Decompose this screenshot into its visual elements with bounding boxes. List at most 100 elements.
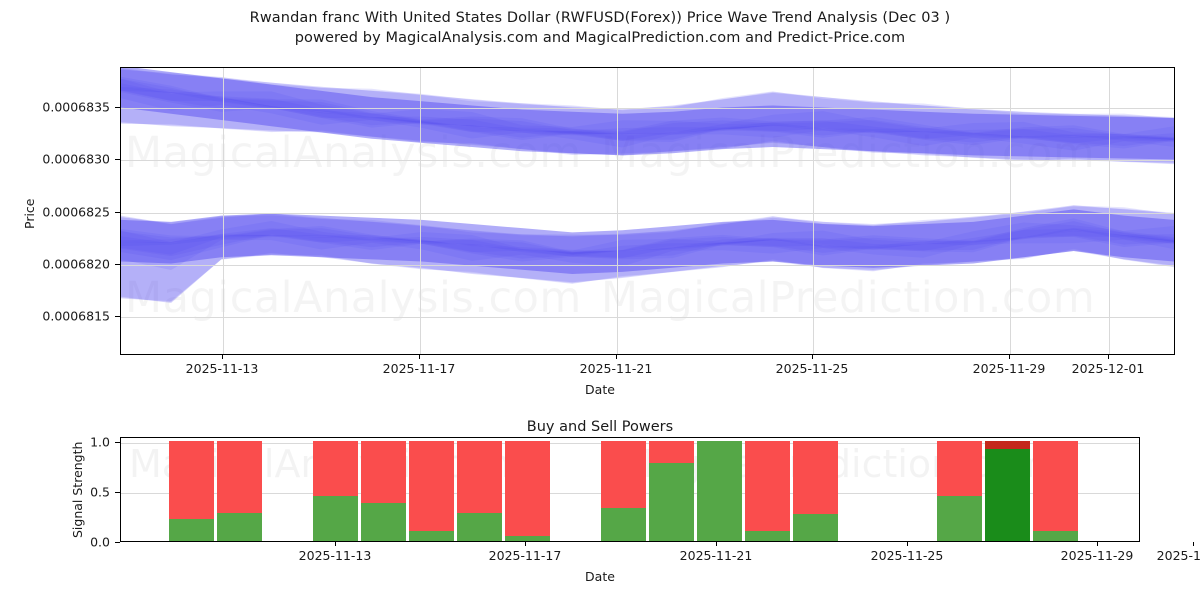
power-bar[interactable]	[601, 441, 646, 541]
price-y-tick-mark	[115, 106, 120, 108]
wave-band	[121, 221, 1174, 270]
price-y-tick-label: 0.0006820	[42, 256, 110, 272]
wave-band	[121, 206, 1174, 255]
power-bar[interactable]	[409, 441, 454, 541]
power-x-tick-label: 2025-11-29	[1060, 548, 1134, 563]
buy-power-segment	[169, 519, 214, 541]
buy-power-segment	[937, 496, 982, 541]
power-chart-title: Buy and Sell Powers	[526, 419, 674, 435]
sell-power-segment	[313, 441, 358, 496]
wave-band	[121, 205, 1174, 302]
page-title: Rwandan franc With United States Dollar …	[0, 8, 1200, 48]
title-line-1: Rwandan franc With United States Dollar …	[249, 10, 951, 26]
price-x-tick-label: 2025-11-17	[382, 361, 456, 376]
power-plot-frame: MagicalAnalysis.com MagicalPrediction.co…	[120, 437, 1140, 542]
power-bar[interactable]	[505, 441, 550, 541]
buy-power-segment	[649, 463, 694, 541]
wave-band	[121, 218, 1174, 262]
wave-band	[121, 87, 1174, 164]
price-x-tick-label: 2025-12-01	[1071, 361, 1145, 376]
price-y-tick-label: 0.0006825	[42, 204, 110, 220]
price-gridline	[121, 264, 1174, 266]
price-y-tick-label: 0.0006815	[42, 308, 110, 324]
wave-band	[121, 230, 1174, 303]
wave-band	[121, 78, 1174, 146]
power-bar[interactable]	[697, 441, 742, 541]
price-y-tick-mark	[115, 263, 120, 265]
buy-power-segment	[505, 536, 550, 541]
power-bar[interactable]	[745, 441, 790, 541]
power-chart-panel: MagicalAnalysis.com MagicalPrediction.co…	[120, 437, 1140, 542]
price-plot-area: MagicalAnalysis.com MagicalPrediction.co…	[121, 68, 1174, 354]
wave-band	[121, 83, 1174, 144]
price-x-axis-label: Date	[585, 382, 615, 397]
power-x-tick-mark	[525, 542, 526, 546]
sell-power-segment	[601, 441, 646, 508]
price-gridline	[121, 317, 1174, 319]
wave-band	[121, 227, 1174, 257]
wave-band	[121, 68, 1174, 163]
power-bar[interactable]	[217, 441, 262, 541]
buy-power-segment	[217, 513, 262, 541]
power-y-tick-label: 0.0	[90, 534, 110, 550]
power-x-tick-mark	[1193, 542, 1194, 546]
sell-power-segment	[409, 441, 454, 531]
price-x-tick-label: 2025-11-13	[185, 361, 259, 376]
buy-power-segment	[985, 449, 1030, 541]
sell-power-segment	[985, 441, 1030, 449]
price-vgridline	[420, 68, 421, 354]
power-bar[interactable]	[361, 441, 406, 541]
price-x-tick-mark	[1108, 355, 1109, 359]
power-bar[interactable]	[1033, 441, 1078, 541]
price-y-axis-label: Price	[22, 198, 37, 230]
buy-power-segment	[313, 496, 358, 541]
power-bar[interactable]	[937, 441, 982, 541]
wave-band	[121, 209, 1174, 274]
price-y-tick-label: 0.0006830	[42, 151, 110, 167]
price-x-tick-label: 2025-11-29	[972, 361, 1046, 376]
sell-power-segment	[937, 441, 982, 496]
power-x-tick-label: 2025-11-13	[298, 548, 372, 563]
power-bar[interactable]	[985, 441, 1030, 541]
power-bar[interactable]	[457, 441, 502, 541]
power-x-tick-mark	[907, 542, 908, 546]
power-x-tick-mark	[1097, 542, 1098, 546]
wave-band	[121, 221, 1174, 259]
power-bar[interactable]	[649, 441, 694, 541]
price-gridline	[121, 107, 1174, 109]
price-gridline	[121, 212, 1174, 214]
wave-band	[121, 69, 1174, 165]
power-x-tick-label: 2025-12-01	[1156, 548, 1200, 563]
power-bar[interactable]	[169, 441, 214, 541]
sell-power-segment	[457, 441, 502, 513]
sell-power-segment	[217, 441, 262, 513]
power-plot-area: MagicalAnalysis.com MagicalPrediction.co…	[121, 438, 1139, 541]
price-vgridline	[1109, 68, 1110, 354]
buy-power-segment	[457, 513, 502, 541]
price-y-tick-mark	[115, 211, 120, 213]
power-x-tick-label: 2025-11-17	[488, 548, 562, 563]
power-bar[interactable]	[313, 441, 358, 541]
power-bar[interactable]	[793, 441, 838, 541]
price-vgridline	[617, 68, 618, 354]
sell-power-segment	[745, 441, 790, 531]
sell-power-segment	[1033, 441, 1078, 531]
wave-band	[121, 69, 1174, 140]
power-y-tick-mark	[115, 442, 120, 443]
power-x-tick-mark	[716, 542, 717, 546]
price-vgridline	[813, 68, 814, 354]
price-x-tick-mark	[1009, 355, 1010, 359]
sell-power-segment	[361, 441, 406, 503]
buy-power-segment	[361, 503, 406, 541]
buy-power-segment	[1033, 531, 1078, 541]
power-y-tick-mark	[115, 492, 120, 493]
wave-band	[121, 76, 1174, 149]
sell-power-segment	[649, 441, 694, 463]
power-x-tick-label: 2025-11-21	[679, 548, 753, 563]
price-vgridline	[223, 68, 224, 354]
title-line-2: powered by MagicalAnalysis.com and Magic…	[294, 30, 906, 46]
price-y-tick-mark	[115, 316, 120, 318]
price-gridline	[121, 160, 1174, 162]
buy-power-segment	[409, 531, 454, 541]
